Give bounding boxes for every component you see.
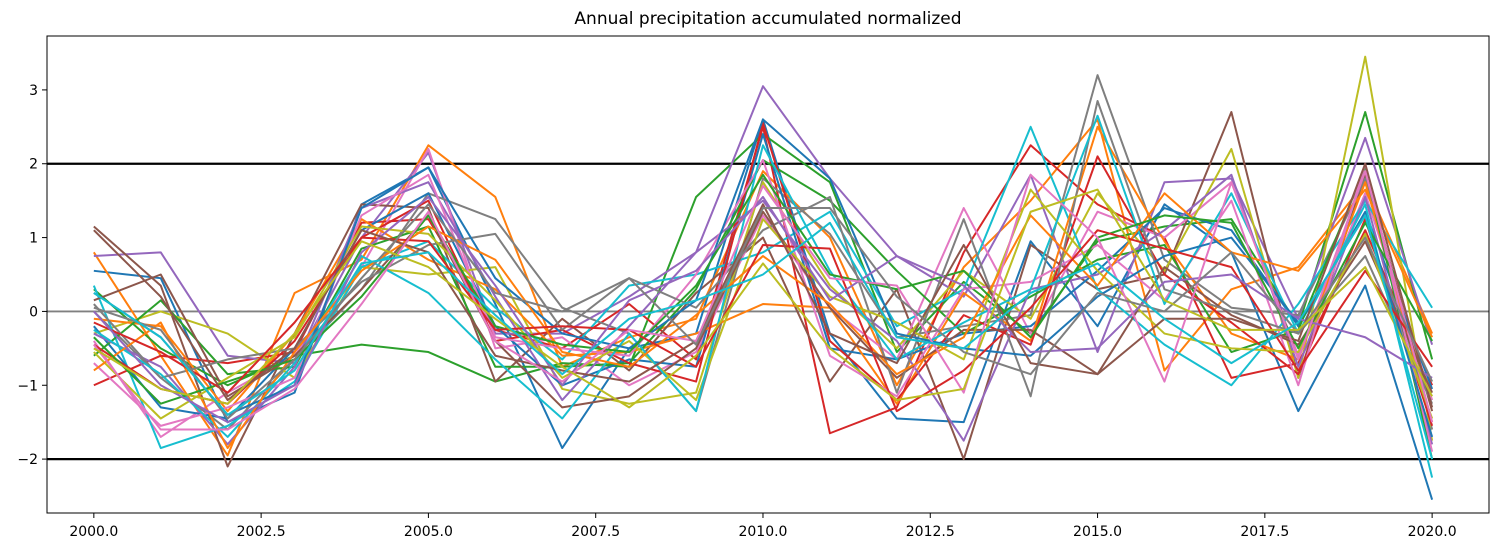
series-lines xyxy=(92,55,1434,501)
series-line-2 xyxy=(93,111,1434,387)
series-line-25 xyxy=(93,162,1434,408)
y-tick-label: 2 xyxy=(29,157,38,173)
x-tick-label: 2007.5 xyxy=(571,524,620,540)
x-tick-label: 2015.0 xyxy=(1073,524,1122,540)
y-tick-label: 0 xyxy=(29,304,38,320)
series-line-14 xyxy=(93,173,1434,446)
series-line-5 xyxy=(93,111,1434,468)
y-tick-label: −1 xyxy=(17,378,38,394)
x-tick-label: 2000.0 xyxy=(69,524,118,540)
y-axis: −2 −1 0 1 2 3 xyxy=(17,83,47,468)
series-line-29 xyxy=(93,214,1434,460)
series-line-19 xyxy=(93,114,1434,478)
series-line-26 xyxy=(93,170,1434,431)
x-tick-label: 2012.5 xyxy=(906,524,955,540)
x-tick-label: 2010.0 xyxy=(738,524,787,540)
chart-title: Annual precipitation accumulated normali… xyxy=(574,9,961,29)
x-tick-label: 2005.0 xyxy=(404,524,453,540)
series-line-1 xyxy=(93,118,1434,457)
y-tick-label: 3 xyxy=(29,83,38,99)
y-tick-label: −2 xyxy=(17,452,38,468)
series-line-22 xyxy=(93,173,1433,405)
series-line-23 xyxy=(93,229,1433,413)
series-line-21 xyxy=(93,188,1434,450)
series-line-13 xyxy=(93,122,1434,427)
x-axis: 2000.0 2002.5 2005.0 2007.5 2010.0 2012.5 2015… xyxy=(69,513,1457,540)
series-line-18 xyxy=(93,188,1434,420)
x-tick-label: 2020.0 xyxy=(1408,524,1457,540)
series-line-24 xyxy=(93,195,1433,424)
x-tick-label: 2017.5 xyxy=(1240,524,1289,540)
series-line-28 xyxy=(93,188,1434,409)
plot-frame xyxy=(46,35,1490,514)
series-line-27 xyxy=(93,203,1434,420)
series-line-9 xyxy=(92,125,1433,450)
x-tick-label: 2002.5 xyxy=(237,524,286,540)
y-tick-label: 1 xyxy=(29,231,38,247)
